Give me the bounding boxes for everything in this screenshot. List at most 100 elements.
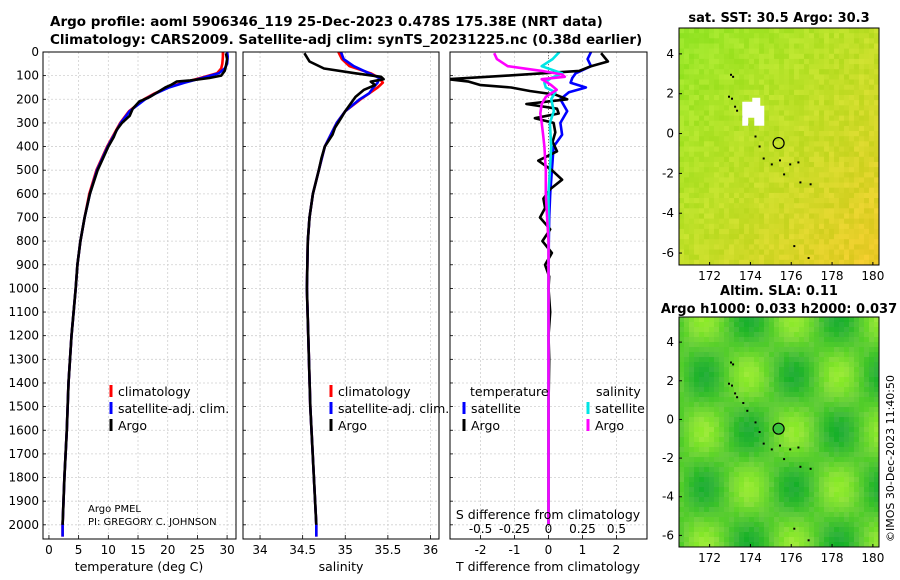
map-cell xyxy=(689,177,695,184)
map-cell xyxy=(749,141,755,148)
island-dot xyxy=(797,161,800,164)
map-cell xyxy=(709,234,715,240)
map-cell xyxy=(719,482,725,488)
map-cell xyxy=(684,442,690,448)
map-cell xyxy=(734,167,740,173)
map-cell xyxy=(819,492,825,498)
map-cell xyxy=(864,177,870,184)
map-x-tick-label: 180 xyxy=(861,269,884,283)
map-cell xyxy=(699,472,705,478)
map-cell xyxy=(869,28,875,34)
map-cell xyxy=(754,437,760,443)
map-cell xyxy=(819,392,825,398)
map-cell xyxy=(759,146,765,153)
map-cell xyxy=(809,527,815,533)
map-cell xyxy=(819,537,825,543)
map-cell xyxy=(824,342,830,348)
map-cell xyxy=(709,477,715,483)
map-cell xyxy=(824,417,830,423)
map-cell xyxy=(839,244,845,251)
map-cell xyxy=(849,28,855,34)
map-cell xyxy=(734,492,740,498)
map-cell xyxy=(724,69,730,75)
y-tick-label: 600 xyxy=(16,187,39,201)
map-cell xyxy=(694,136,700,142)
map-cell xyxy=(744,198,750,204)
map-cell xyxy=(789,244,795,251)
map-cell xyxy=(844,377,850,383)
map-cell xyxy=(724,442,730,448)
map-cell xyxy=(704,110,710,117)
map-cell xyxy=(739,48,745,55)
map-cell xyxy=(724,187,730,194)
map-cell xyxy=(794,477,800,483)
map-cell xyxy=(764,507,770,513)
map-cell xyxy=(834,234,840,240)
map-cell xyxy=(834,392,840,398)
map-cell xyxy=(764,332,770,338)
map-cell xyxy=(794,53,800,60)
map-cell xyxy=(799,537,805,543)
map-cell xyxy=(784,342,790,348)
map-cell xyxy=(714,187,720,194)
map-cell xyxy=(819,249,825,256)
map-cell xyxy=(814,33,820,39)
map-cell xyxy=(869,141,875,148)
map-cell xyxy=(779,357,785,363)
map-cell xyxy=(854,332,860,338)
map-cell xyxy=(824,327,830,333)
map-cell xyxy=(849,53,855,60)
map-cell xyxy=(859,162,865,168)
map-cell xyxy=(734,392,740,398)
map-cell xyxy=(774,412,780,418)
map-cell xyxy=(749,244,755,251)
map-cell xyxy=(699,28,705,34)
map-cell xyxy=(729,203,735,209)
map-cell xyxy=(859,48,865,55)
map-cell xyxy=(739,467,745,473)
map-cell xyxy=(714,74,720,81)
map-cell xyxy=(829,223,835,230)
map-cell xyxy=(784,507,790,513)
map-cell xyxy=(739,136,745,142)
map-cell xyxy=(754,208,760,215)
map-cell xyxy=(834,542,840,547)
map-cell xyxy=(774,172,780,179)
map-cell xyxy=(859,141,865,148)
map-cell xyxy=(774,33,780,39)
map-cell xyxy=(794,452,800,458)
map-cell xyxy=(864,89,870,96)
map-cell xyxy=(844,472,850,478)
map-cell xyxy=(709,347,715,353)
map-cell xyxy=(799,177,805,184)
map-cell xyxy=(724,497,730,503)
map-cell xyxy=(724,327,730,333)
map-cell xyxy=(774,347,780,353)
map-cell xyxy=(809,28,815,34)
map-cell xyxy=(724,64,730,70)
map-cell xyxy=(709,203,715,209)
map-cell xyxy=(689,422,695,428)
map-cell xyxy=(689,507,695,513)
map-cell xyxy=(729,187,735,194)
island-dot xyxy=(807,257,810,259)
map-cell xyxy=(864,115,870,122)
map-cell xyxy=(819,472,825,478)
map-cell xyxy=(779,89,785,96)
map-cell xyxy=(689,472,695,478)
map-cell xyxy=(709,342,715,348)
map-cell xyxy=(704,372,710,378)
map-cell xyxy=(809,367,815,373)
map-cell xyxy=(819,457,825,463)
map-cell xyxy=(719,402,725,408)
map-cell xyxy=(824,120,830,127)
map-cell xyxy=(699,522,705,528)
map-cell xyxy=(769,442,775,448)
map-cell xyxy=(754,125,760,132)
map-cell xyxy=(849,105,855,112)
map-cell xyxy=(694,187,700,194)
map-cell xyxy=(729,69,735,75)
map-cell xyxy=(729,120,735,127)
map-cell xyxy=(759,208,765,215)
